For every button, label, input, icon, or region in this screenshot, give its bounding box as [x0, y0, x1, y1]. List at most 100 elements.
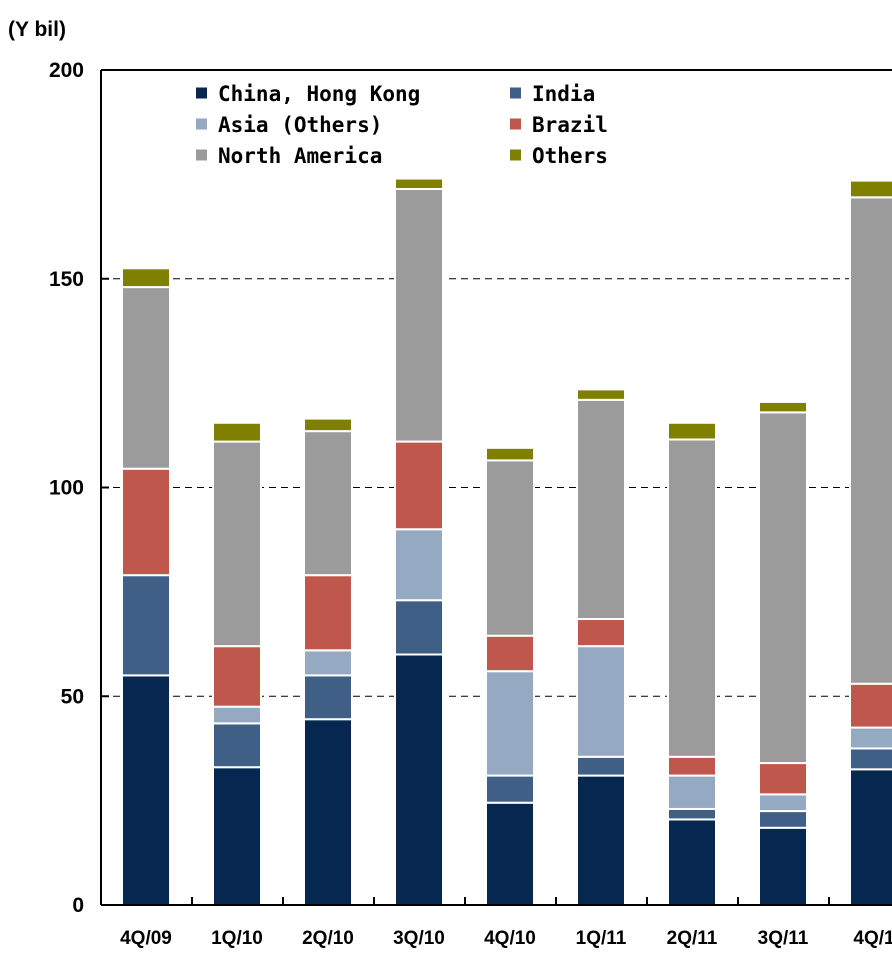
- bar-segment: [394, 177, 444, 190]
- bar-segment: [303, 649, 353, 677]
- bar-segment: [667, 421, 717, 441]
- bar-stack: [485, 446, 535, 907]
- bar-segment: [212, 722, 262, 769]
- bar-segment: [849, 747, 892, 771]
- bar-segment: [849, 682, 892, 729]
- legend-item: Others: [510, 144, 608, 168]
- y-axis-unit-label: (Y bil): [8, 18, 66, 41]
- bar-segment: [303, 417, 353, 433]
- x-tick-label: 4Q/10: [484, 928, 536, 949]
- bar-segment: [758, 411, 808, 765]
- bar-segment: [212, 421, 262, 443]
- bar-segment: [485, 446, 535, 462]
- bar-stacks: [121, 177, 892, 907]
- x-tick-label: 4Q/09: [120, 928, 172, 949]
- bar-segment: [485, 801, 535, 907]
- y-tick-label: 200: [49, 59, 84, 82]
- bar-segment: [576, 388, 626, 401]
- x-tick-label: 4Q/1: [853, 928, 892, 949]
- bar-segment: [576, 645, 626, 758]
- y-tick-label: 100: [49, 477, 84, 500]
- legend-item: India: [510, 82, 595, 106]
- bar-segment: [758, 400, 808, 414]
- bar-segment: [394, 599, 444, 656]
- bar-stack: [667, 421, 717, 906]
- bar-segment: [576, 618, 626, 648]
- legend-label: Brazil: [532, 113, 608, 137]
- bar-segment: [485, 459, 535, 637]
- x-tick-labels: 4Q/09 1Q/10 2Q/10 3Q/10 4Q/10 1Q/11 2Q/11 3Q/11…: [120, 928, 892, 949]
- bar-segment: [121, 267, 171, 289]
- legend-swatch: [196, 149, 207, 161]
- legend-swatch: [196, 87, 207, 99]
- bar-segment: [212, 705, 262, 725]
- legend: China, Hong Kong India Asia (Others) Brazil…: [196, 82, 608, 168]
- bar-segment: [212, 766, 262, 906]
- legend-swatch: [510, 149, 521, 161]
- x-tick-label: 2Q/11: [667, 928, 718, 949]
- bar-stack: [849, 179, 892, 906]
- y-tick-label: 0: [72, 894, 84, 917]
- bar-segment: [576, 755, 626, 777]
- x-tick-label: 3Q/10: [393, 928, 445, 949]
- bar-segment: [667, 807, 717, 821]
- bar-stack: [303, 417, 353, 907]
- bar-stack: [576, 388, 626, 907]
- bar-segment: [849, 196, 892, 685]
- bar-stack: [758, 400, 808, 907]
- bar-segment: [394, 653, 444, 906]
- bar-stack: [212, 421, 262, 906]
- y-tick-labels: 0 50 100 150 200: [49, 59, 84, 917]
- bar-segment: [121, 467, 171, 577]
- bar-segment: [576, 398, 626, 621]
- bar-segment: [212, 645, 262, 708]
- bar-segment: [485, 774, 535, 804]
- bar-segment: [667, 755, 717, 777]
- bar-segment: [667, 438, 717, 758]
- bar-segment: [849, 726, 892, 750]
- bar-stack: [394, 177, 444, 906]
- legend-label: Asia (Others): [218, 113, 382, 137]
- legend-label: Others: [532, 144, 608, 168]
- x-tick-label: 3Q/11: [758, 928, 809, 949]
- legend-item: Asia (Others): [196, 113, 382, 137]
- bar-segment: [394, 528, 444, 602]
- legend-swatch: [510, 118, 521, 130]
- bar-segment: [121, 286, 171, 470]
- bar-segment: [576, 774, 626, 907]
- bar-segment: [758, 793, 808, 813]
- legend-swatch: [196, 118, 207, 130]
- bar-segment: [758, 810, 808, 829]
- x-tick-label: 1Q/10: [211, 928, 263, 949]
- axes: [100, 69, 892, 906]
- bar-segment: [303, 574, 353, 652]
- bar-segment: [212, 440, 262, 648]
- bar-segment: [303, 430, 353, 577]
- bar-segment: [758, 762, 808, 796]
- y-tick-label: 50: [61, 685, 84, 708]
- bar-segment: [667, 774, 717, 810]
- bar-stack: [121, 267, 171, 906]
- legend-swatch: [510, 87, 521, 99]
- legend-label: India: [532, 82, 595, 106]
- bar-segment: [303, 674, 353, 721]
- bar-segment: [849, 179, 892, 199]
- bar-segment: [485, 670, 535, 777]
- legend-label: North America: [218, 144, 382, 168]
- legend-item: North America: [196, 144, 382, 168]
- y-tick-label: 150: [49, 268, 84, 291]
- bar-segment: [121, 574, 171, 677]
- bar-segment: [758, 826, 808, 907]
- bar-segment: [303, 718, 353, 907]
- bar-segment: [485, 634, 535, 673]
- bar-segment: [121, 674, 171, 906]
- bar-segment: [849, 768, 892, 906]
- bar-segment: [394, 187, 444, 443]
- x-tick-label: 1Q/11: [576, 928, 627, 949]
- legend-item: Brazil: [510, 113, 608, 137]
- bar-segment: [394, 440, 444, 531]
- x-tick-label: 2Q/10: [302, 928, 354, 949]
- legend-label: China, Hong Kong: [218, 82, 420, 106]
- bar-segment: [667, 818, 717, 906]
